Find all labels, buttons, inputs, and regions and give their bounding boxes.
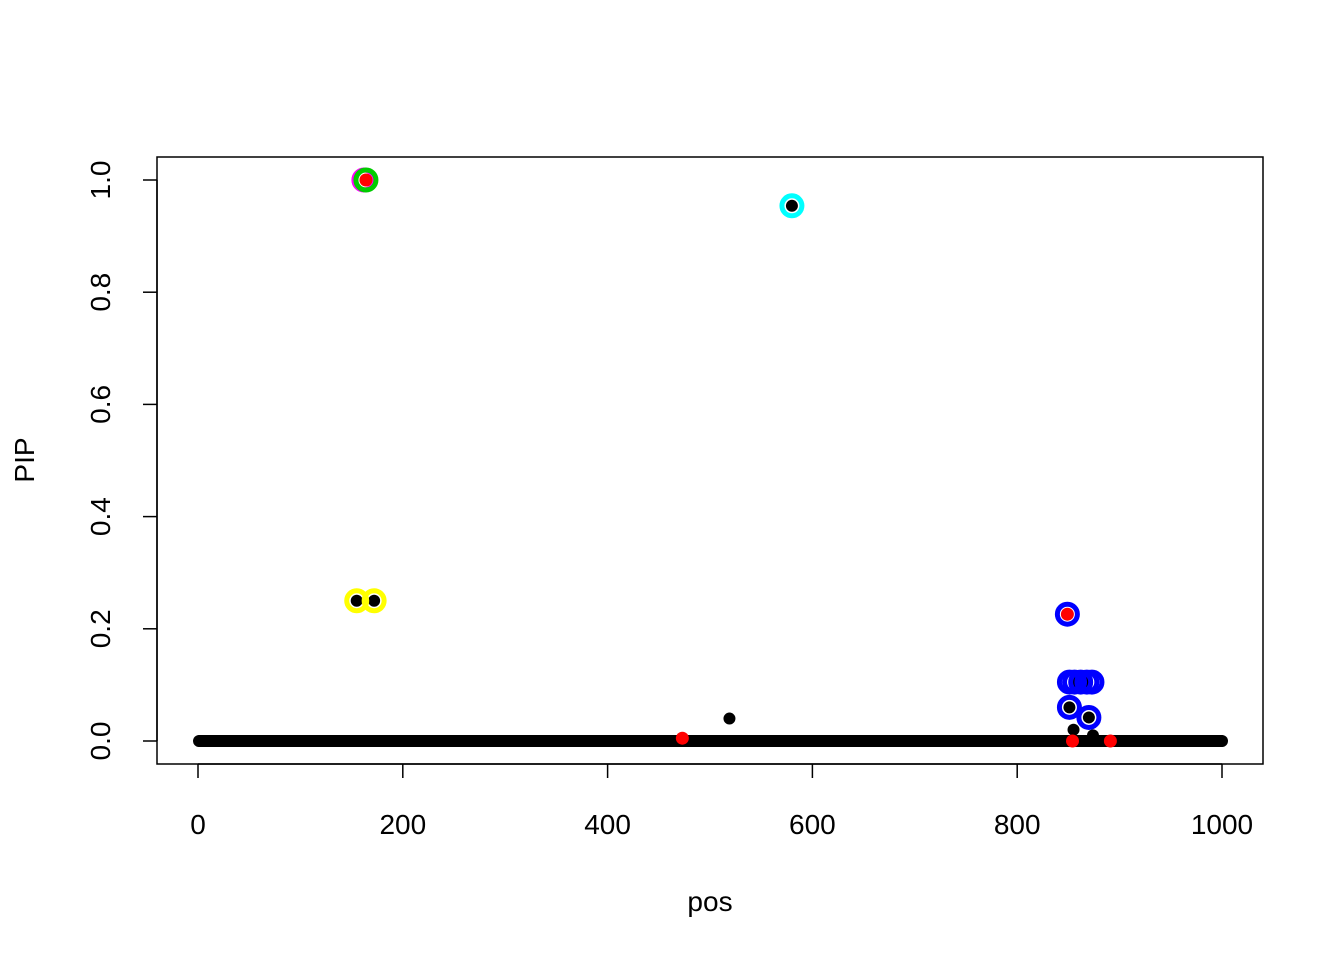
x-tick-label: 400 bbox=[584, 809, 631, 840]
credible-set-ring bbox=[1054, 601, 1080, 627]
x-tick-label: 600 bbox=[789, 809, 836, 840]
x-axis-label: pos bbox=[687, 886, 732, 917]
data-point bbox=[1086, 729, 1099, 742]
data-point bbox=[1067, 723, 1080, 736]
credible-set-ring bbox=[779, 193, 805, 219]
credible-set-ring bbox=[344, 588, 370, 614]
x-tick-label: 800 bbox=[994, 809, 1041, 840]
data-point bbox=[723, 712, 736, 725]
data-point bbox=[1082, 711, 1095, 724]
true-effect-point bbox=[359, 173, 373, 187]
true-effect-point bbox=[1060, 607, 1074, 621]
y-tick-label: 0.4 bbox=[85, 497, 116, 536]
true-effect-point bbox=[1065, 734, 1079, 748]
credible-set-ring bbox=[1056, 694, 1082, 720]
y-tick-label: 0.6 bbox=[85, 385, 116, 424]
credible-set-ring bbox=[361, 588, 387, 614]
true-effect-point bbox=[675, 731, 689, 745]
true-effect-point bbox=[1103, 734, 1117, 748]
x-tick-label: 0 bbox=[190, 809, 206, 840]
credible-set-ring bbox=[353, 167, 379, 193]
credible-set-ring bbox=[1079, 669, 1105, 695]
x-axis: 0 200 400 600 800 1000 bbox=[190, 763, 1253, 840]
data-points bbox=[193, 167, 1228, 748]
data-point bbox=[1063, 701, 1076, 714]
data-point bbox=[785, 199, 798, 212]
x-tick-label: 1000 bbox=[1191, 809, 1253, 840]
y-tick-label: 0.8 bbox=[85, 273, 116, 312]
data-point bbox=[350, 594, 363, 607]
y-tick-label: 0.0 bbox=[85, 722, 116, 761]
x-tick-label: 200 bbox=[379, 809, 426, 840]
credible-set-ring bbox=[1076, 704, 1102, 730]
y-axis-label: PIP bbox=[9, 437, 40, 482]
data-point bbox=[1216, 735, 1228, 747]
y-axis: 0.0 0.2 0.4 0.6 0.8 1.0 bbox=[85, 161, 158, 761]
y-tick-label: 1.0 bbox=[85, 161, 116, 200]
data-point bbox=[368, 594, 381, 607]
y-tick-label: 0.2 bbox=[85, 609, 116, 648]
